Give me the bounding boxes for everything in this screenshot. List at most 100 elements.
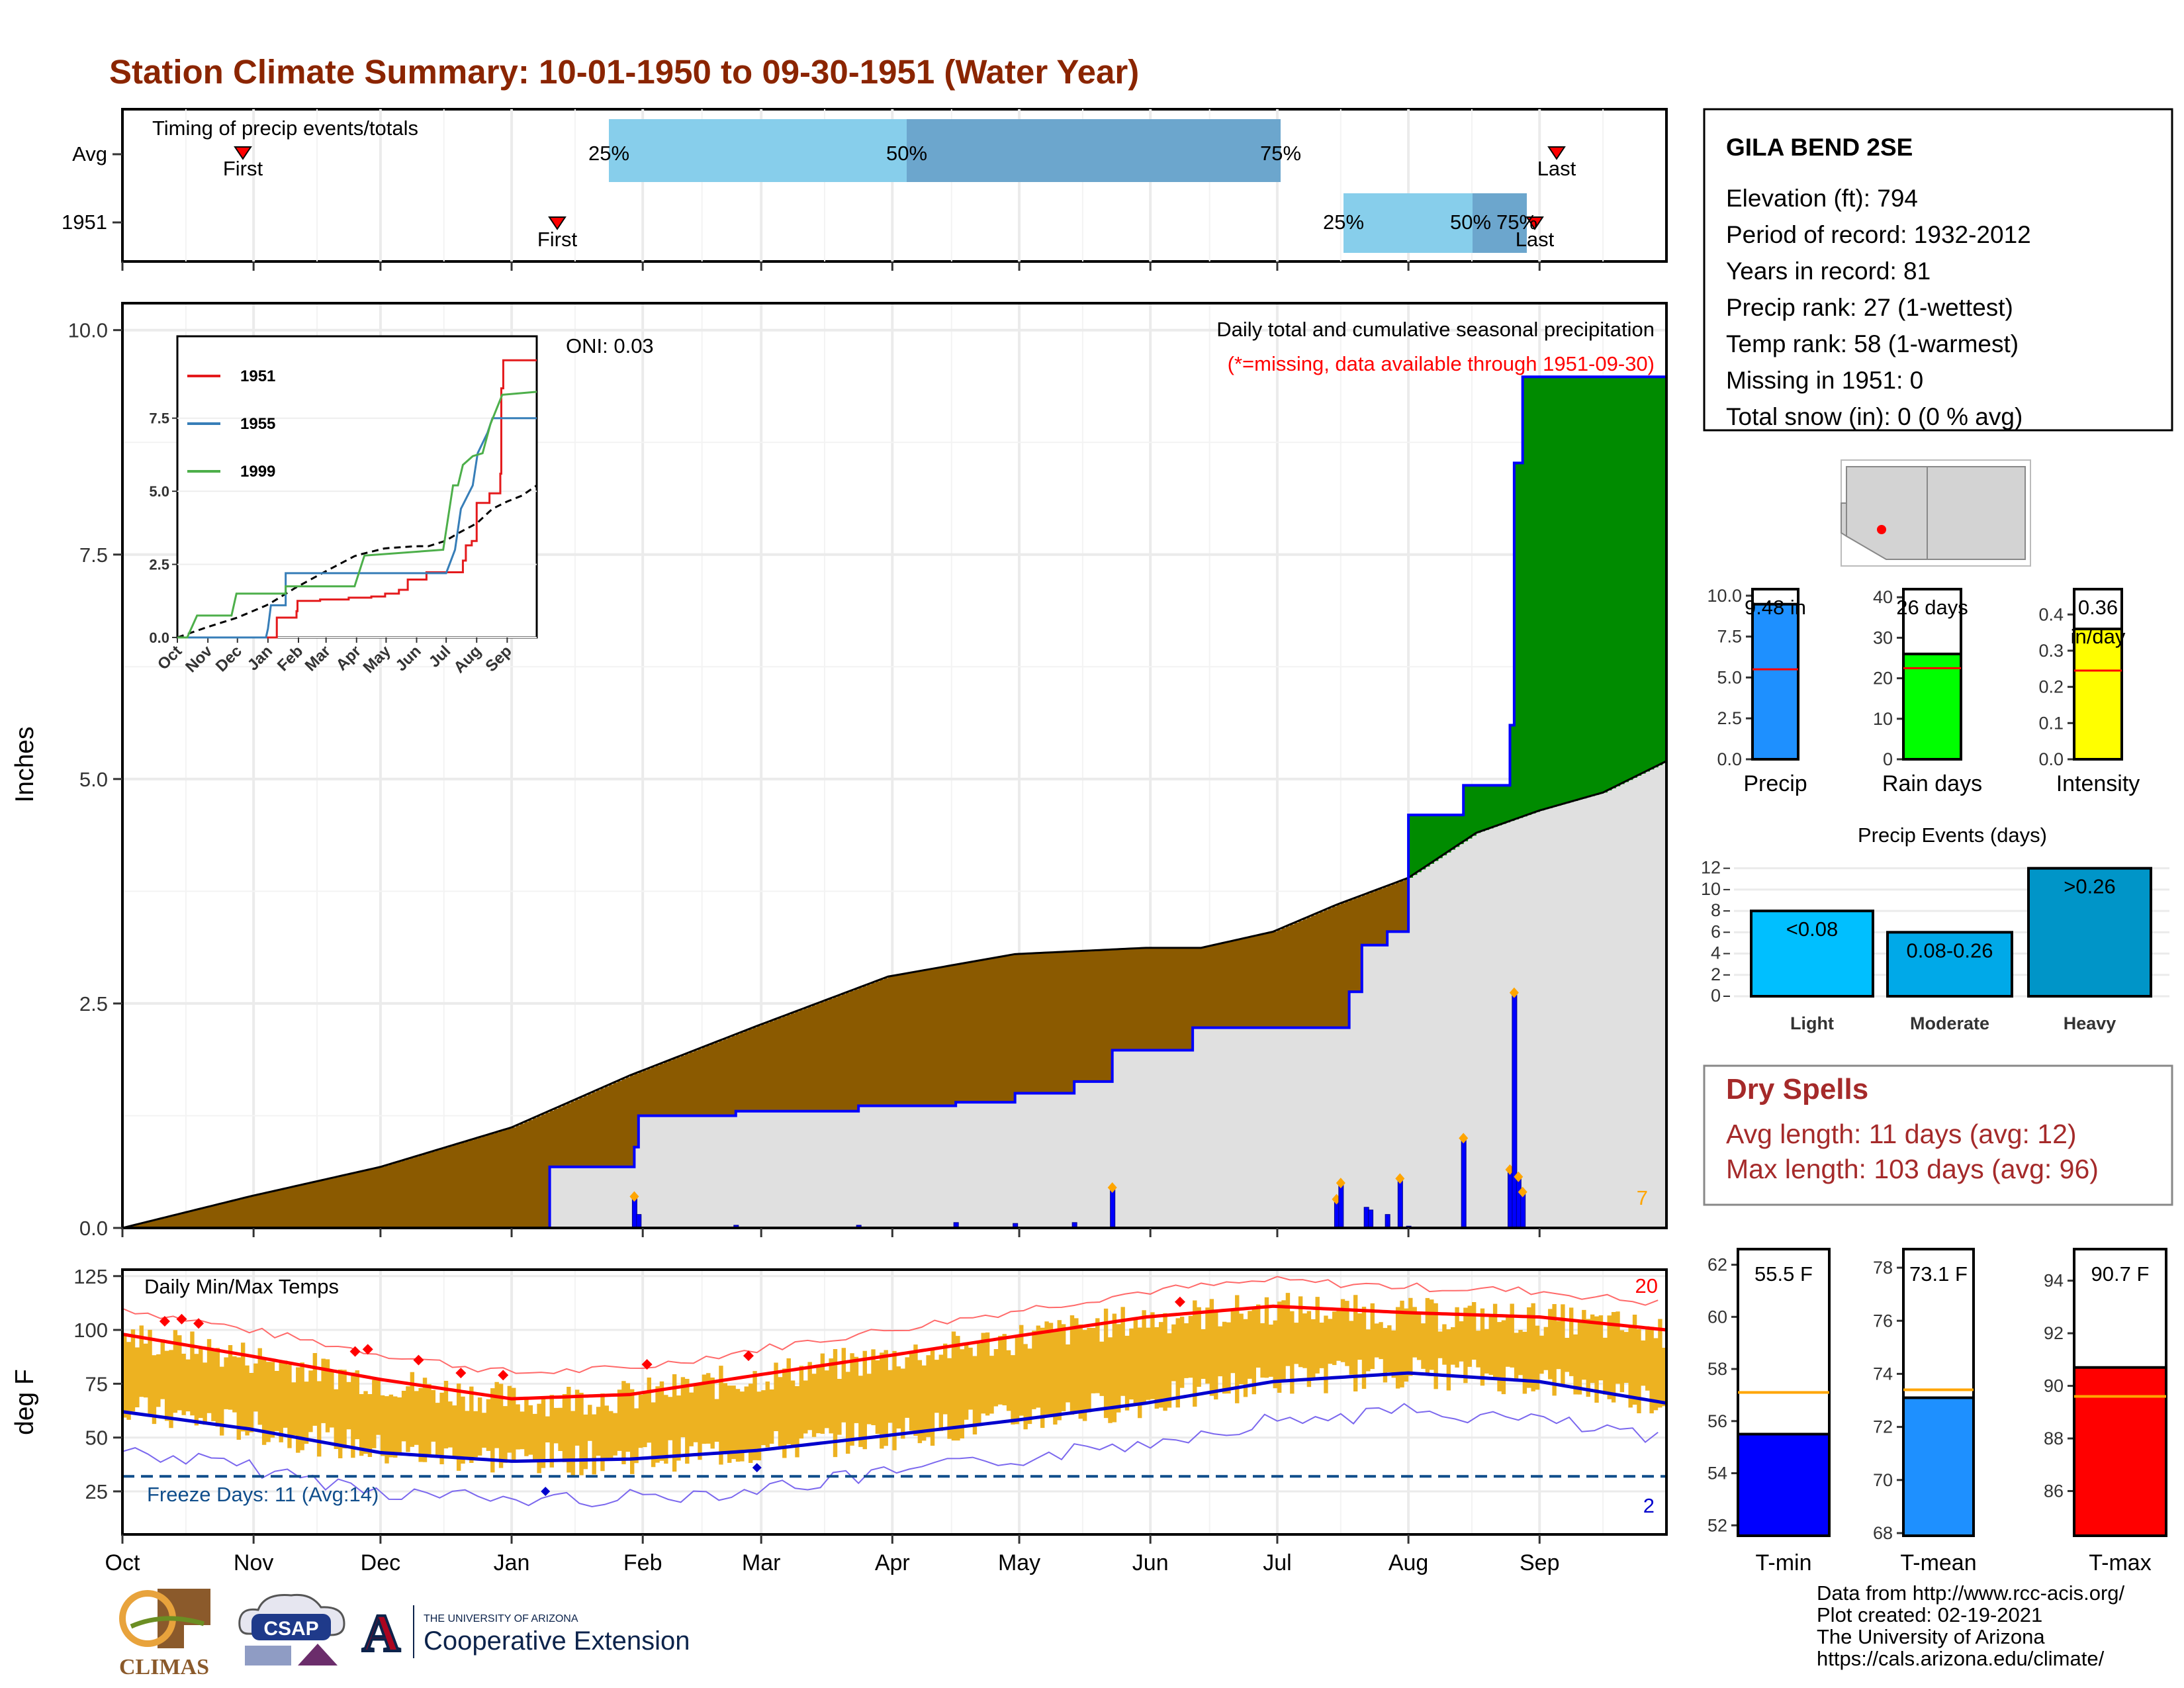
climas-logo: CLIMAS [111, 1585, 217, 1679]
events-category-label: Moderate [1910, 1013, 1989, 1033]
ua-big-text: Cooperative Extension [424, 1626, 690, 1656]
avg-p50-label: 50% [886, 142, 927, 165]
avg-iqr-low [609, 119, 907, 182]
y1951-last-label: Last [1516, 228, 1555, 251]
deficit-area [126, 879, 1409, 1228]
mini-bar-chart-rain-days: 0 10 20 30 40 26 days Rain days [1873, 587, 1982, 796]
dry-spells-max: Max length: 103 days (avg: 96) [1726, 1154, 2099, 1184]
mini-y-label: 10.0 [1707, 586, 1742, 606]
temp-bar-y-label: 60 [1707, 1307, 1727, 1327]
month-label: May [998, 1550, 1040, 1575]
mini-y-label: 30 [1873, 628, 1893, 647]
station-line: Period of record: 1932-2012 [1726, 221, 2031, 248]
daily-precip-bar [1368, 1209, 1374, 1229]
y1951-iqr-low [1343, 193, 1473, 253]
events-bar-heavy [2027, 867, 2152, 998]
dry-spells-frame [1703, 1064, 2173, 1206]
temp-bar-chart-t-mean: 68 70 72 74 76 78 73.1 F T-mean [1873, 1248, 1977, 1575]
mini-bar-unit-label: in/day [2071, 625, 2126, 648]
missing-note: (*=missing, data available through 1951-… [1228, 352, 1655, 375]
temp-bar-chart-t-min: 52 54 56 58 60 62 55.5 F T-min [1707, 1248, 1831, 1575]
temp-bar-chart-t-max: 86 88 90 92 94 90.7 F T-max [2044, 1248, 2167, 1575]
record-hot-marker [413, 1354, 424, 1366]
month-label: Nov [234, 1550, 273, 1575]
month-label: Jun [1132, 1550, 1169, 1575]
mini-bar-category: Intensity [2056, 771, 2140, 796]
temp-bar-value [2073, 1366, 2167, 1537]
mini-y-label: 20 [1873, 669, 1893, 688]
map-new-mexico [1927, 466, 2026, 560]
station-line: Elevation (ft): 794 [1726, 185, 1918, 212]
mini-y-label: 2.5 [1717, 708, 1742, 728]
y-tick-label: 10.0 [68, 319, 108, 342]
precip-count-label: 7 [1637, 1186, 1648, 1209]
y1951-first-marker [548, 216, 567, 230]
inset-series-1999 [177, 391, 537, 639]
temp-bar-y-label: 72 [1873, 1417, 1893, 1437]
heavy-day-marker [1509, 987, 1519, 998]
mini-bar-value-label: 26 days [1896, 596, 1968, 619]
daily-precip-bar [1397, 1178, 1403, 1229]
temp-bar-value-label: 90.7 F [2091, 1262, 2150, 1286]
footer-line: Plot created: 02-19-2021 [1817, 1603, 2043, 1626]
events-category-label: Heavy [2064, 1013, 2116, 1033]
temp-frame [121, 1268, 1668, 1536]
footer-credits: Data from http://www.rcc-acis.org/ Plot … [1817, 1582, 2124, 1669]
station-line: Temp rank: 58 (1-warmest) [1726, 330, 2019, 357]
mini-bar-category: Rain days [1882, 771, 1982, 796]
temp-bar-y-label: 94 [2044, 1271, 2064, 1291]
cold-days-count: 2 [1643, 1494, 1655, 1517]
inset-legend-label: 1955 [240, 415, 275, 433]
hot-days-count: 20 [1635, 1274, 1658, 1297]
temp-bar-y-label: 62 [1707, 1255, 1727, 1275]
y1951-last-marker [1525, 216, 1544, 230]
ua-small-text: THE UNIVERSITY OF ARIZONA [424, 1613, 578, 1624]
y1951-p50-label: 50% [1450, 211, 1491, 234]
observed-cumulative-line [122, 375, 1666, 1229]
daily-precip-bar [636, 1214, 642, 1229]
month-label: Feb [623, 1550, 662, 1575]
events-bar-label: >0.26 [2064, 875, 2115, 898]
temp-bar-y-label: 58 [1707, 1359, 1727, 1379]
month-label: Apr [875, 1550, 910, 1575]
csap-wordmark: CSAP [263, 1618, 318, 1640]
ua-block-a: A [362, 1605, 400, 1663]
timing-row-avg: Avg [72, 142, 107, 165]
mini-y-label: 0.4 [2038, 604, 2064, 624]
daily-precip-bar [1385, 1214, 1390, 1229]
temp-bar-value [1902, 1396, 1975, 1538]
locator-map [1841, 459, 2031, 567]
record-hot-marker [455, 1368, 467, 1379]
record-hot-marker [362, 1344, 373, 1355]
temp-bar-value-label: 55.5 F [1754, 1262, 1813, 1286]
temp-bar-y-label: 88 [2044, 1429, 2064, 1448]
month-label: Dec [361, 1550, 400, 1575]
temp-bar-y-label: 76 [1873, 1311, 1893, 1331]
events-category-label: Light [1790, 1013, 1834, 1033]
mini-bar-value-label: 0.36 [2078, 596, 2118, 619]
month-label: Mar [742, 1550, 781, 1575]
events-y-label: 6 [1711, 921, 1721, 941]
precip-frame [121, 302, 1668, 1229]
avg-first-label: First [223, 157, 263, 180]
inset-frame [176, 335, 538, 639]
events-y-label: 8 [1711, 900, 1721, 920]
temp-bar-category: T-min [1756, 1550, 1812, 1575]
temp-bar-category: T-max [2089, 1550, 2151, 1575]
y1951-first-label: First [537, 228, 578, 251]
mini-bar-chart-precip: 0.0 2.5 5.0 7.5 10.09.48 in Precip [1707, 586, 1807, 796]
inset-y-label: 0.0 [149, 630, 169, 646]
temp-bar-y-label: 92 [2044, 1323, 2064, 1343]
temp-ylabel: deg F [11, 1369, 39, 1435]
y-tick-label: 7.5 [79, 543, 108, 567]
record-cold-marker [752, 1463, 762, 1473]
footer-line: The University of Arizona [1817, 1625, 2045, 1648]
daily-temp-range-bars [122, 1293, 1667, 1476]
temp-bar-y-label: 74 [1873, 1364, 1893, 1383]
record-hot-marker [349, 1346, 361, 1357]
daily-precip-bar [1461, 1137, 1467, 1229]
timing-label: Timing of precip events/totals [152, 117, 418, 140]
y-tick-label: 50 [85, 1427, 108, 1450]
